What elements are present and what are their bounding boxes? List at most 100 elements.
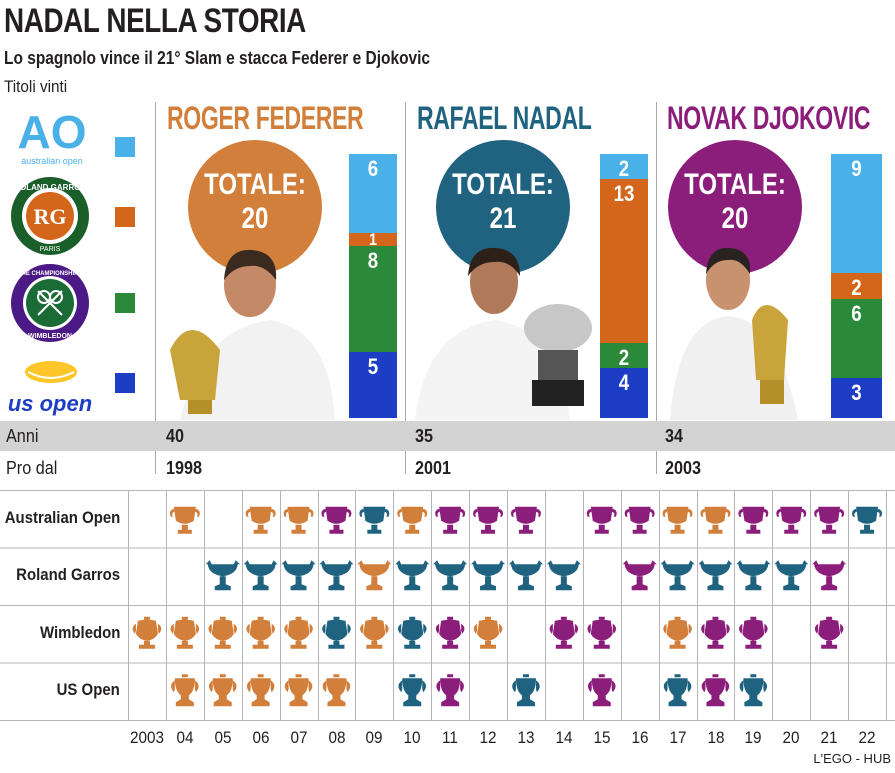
bar-segment-value: 13 [613, 181, 635, 207]
bar-segment-roland-garros: 1 [349, 230, 397, 249]
trophy-icon [322, 674, 351, 707]
bar-segment-value: 2 [851, 274, 862, 300]
year-label: 16 [631, 728, 649, 747]
page-title: NADAL NELLA STORIA [4, 2, 306, 40]
trophy-grid-svg [0, 490, 895, 721]
year-label: 04 [176, 728, 194, 747]
trophy-icon [322, 616, 351, 649]
trophy-icon [776, 506, 807, 534]
trophy-icon [852, 506, 883, 534]
wimbledon-logo-text: THE CHAMPIONSHIPS [18, 271, 82, 277]
year-label: 2003 [129, 728, 165, 747]
year-label: 22 [858, 728, 876, 747]
total-value-federer: 20 [241, 202, 269, 235]
trophy-icon [436, 674, 464, 707]
us-open-logo: us open [6, 356, 96, 416]
svg-text:RG: RG [34, 204, 67, 229]
trophy-icon [700, 506, 731, 534]
age-row-band [0, 421, 895, 451]
ao-logo-text: australian open [21, 156, 83, 166]
section-caption: Titoli vinti [4, 77, 68, 96]
bar-segment-value: 2 [618, 156, 630, 181]
trophy-icon [433, 560, 468, 591]
total-value-nadal: 21 [489, 202, 517, 235]
stacked-bar-nadal: 2 13 2 4 [600, 154, 648, 418]
trophy-icon [321, 506, 352, 534]
page-subtitle: Lo spagnolo vince il 21° Slam e stacca F… [4, 48, 431, 68]
tournament-label: Wimbledon [39, 622, 120, 642]
trophy-icon [284, 674, 313, 707]
bar-segment-roland-garros: 2 [831, 272, 882, 300]
trophy-icon [171, 674, 199, 707]
trophy-icon [814, 506, 845, 534]
pro-nadal: 2001 [415, 458, 452, 478]
year-label: 21 [820, 728, 838, 747]
trophy-icon [246, 616, 275, 649]
trophy-icon [663, 616, 692, 649]
trophy-icon [738, 506, 769, 534]
trophy-icon [205, 560, 240, 591]
trophy-icon [587, 674, 616, 707]
year-label: 19 [744, 728, 762, 747]
player-name-federer: ROGER FEDERER [167, 100, 364, 136]
bar-segment-value: 2 [618, 344, 630, 370]
trophy-icon [473, 506, 504, 534]
bar-segment-australian-open: 9 [831, 154, 882, 273]
bar-segment-value: 3 [851, 380, 862, 406]
bar-segment-australian-open: 6 [349, 154, 397, 234]
trophy-icon [587, 616, 617, 649]
trophy-icon [812, 560, 847, 591]
trophy-icon [319, 560, 354, 591]
trophy-icon [208, 616, 238, 649]
trophy-icon [698, 560, 733, 591]
total-value-djokovic: 20 [721, 202, 749, 235]
total-label-nadal: TOTALE: [452, 168, 554, 201]
roland-garros-logo: ROLAND GARROS PARIS RG [10, 176, 90, 256]
divider-djokovic [656, 102, 657, 474]
year-label: 06 [252, 728, 270, 747]
trophy-icon [169, 506, 200, 534]
year-label: 13 [517, 728, 535, 747]
trophy-icon [435, 616, 465, 649]
year-label: 10 [403, 728, 421, 747]
trophy-icon [774, 560, 809, 591]
trophy-icon [359, 506, 390, 534]
year-label: 08 [327, 728, 346, 747]
trophy-icon [283, 506, 314, 534]
bar-segment-value: 5 [367, 354, 379, 379]
bar-segment-wimbledon: 6 [831, 299, 882, 379]
bar-segment-us-open: 4 [600, 367, 648, 418]
year-label: 20 [782, 728, 800, 747]
bar-segment-roland-garros: 13 [600, 179, 648, 343]
trophy-icon [739, 674, 768, 707]
trophy-icon [660, 560, 695, 591]
legend-australian-open [115, 137, 135, 157]
trophy-icon [510, 506, 541, 534]
trophy-icon [395, 560, 430, 591]
total-label-federer: TOTALE: [204, 168, 306, 201]
trophy-icon [245, 506, 276, 534]
year-label: 15 [593, 728, 611, 747]
trophy-icon [397, 616, 427, 649]
bar-segment-us-open: 3 [831, 378, 882, 418]
trophy-icon [701, 616, 730, 649]
player-name-nadal: RAFAEL NADAL [417, 100, 592, 136]
trophy-icon [284, 616, 313, 649]
legend-us-open [115, 373, 135, 393]
trophy-icon [132, 616, 162, 649]
trophy-icon [701, 674, 730, 707]
trophy-icon [243, 560, 278, 591]
pro-djokovic: 2003 [665, 458, 702, 478]
tournament-label: Roland Garros [16, 565, 120, 585]
photo-djokovic [668, 240, 828, 420]
divider-federer [155, 102, 156, 474]
bar-segment-wimbledon: 8 [349, 246, 397, 352]
divider-nadal [405, 102, 406, 474]
bar-segment-australian-open: 2 [600, 154, 648, 181]
bar-segment-value: 6 [851, 301, 862, 327]
age-label: Anni [6, 426, 39, 446]
year-label: 14 [555, 728, 573, 747]
trophy-icon [586, 506, 617, 534]
